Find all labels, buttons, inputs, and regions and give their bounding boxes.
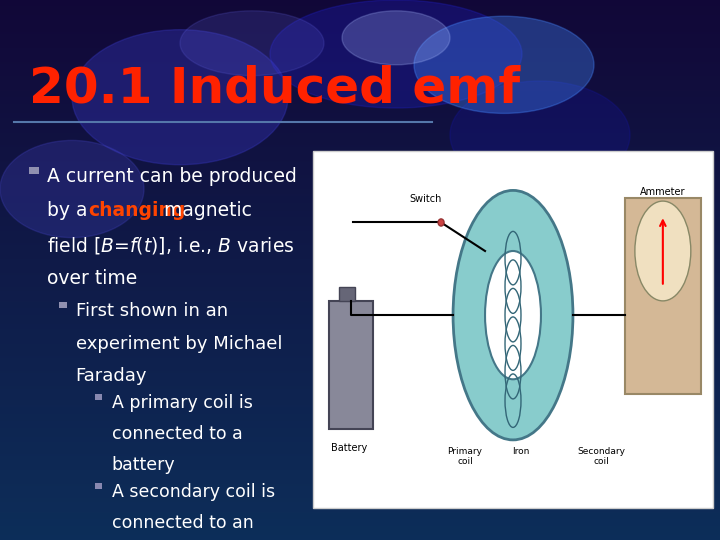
Bar (339, 287, 355, 301)
Ellipse shape (485, 251, 541, 379)
Ellipse shape (270, 0, 522, 108)
Text: connected to an: connected to an (112, 514, 253, 532)
Ellipse shape (180, 11, 324, 76)
Ellipse shape (453, 191, 573, 440)
Text: A secondary coil is: A secondary coil is (112, 483, 275, 501)
Text: First shown in an: First shown in an (76, 302, 228, 320)
Text: over time: over time (47, 269, 137, 288)
Bar (313, 151, 713, 508)
Text: by a: by a (47, 201, 94, 220)
Text: A current can be produced: A current can be produced (47, 167, 297, 186)
Text: connected to a: connected to a (112, 425, 243, 443)
Text: field [$B$=$f$($t$)], i.e., $B$ varies: field [$B$=$f$($t$)], i.e., $B$ varies (47, 235, 294, 256)
Ellipse shape (414, 16, 594, 113)
Text: Ammeter: Ammeter (640, 187, 685, 197)
Text: magnetic: magnetic (158, 201, 251, 220)
Bar (29, 166, 39, 174)
Ellipse shape (72, 30, 288, 165)
Ellipse shape (635, 201, 690, 301)
Bar (95, 483, 102, 489)
Ellipse shape (450, 81, 630, 189)
Text: Iron: Iron (513, 447, 530, 456)
Text: Secondary
coil: Secondary coil (577, 447, 625, 467)
Ellipse shape (438, 219, 444, 226)
Text: Primary
coil: Primary coil (448, 447, 482, 467)
Text: Battery: Battery (331, 443, 367, 454)
Text: experiment by Michael: experiment by Michael (76, 335, 282, 353)
Text: changing: changing (88, 201, 185, 220)
Text: A primary coil is: A primary coil is (112, 394, 253, 412)
Bar (625, 198, 701, 394)
Text: Faraday: Faraday (76, 367, 147, 385)
Ellipse shape (342, 11, 450, 65)
Text: Switch: Switch (409, 194, 441, 204)
Bar (59, 302, 66, 308)
Text: 20.1 Induced emf: 20.1 Induced emf (29, 65, 520, 113)
Bar (329, 301, 373, 429)
Ellipse shape (0, 140, 144, 238)
Bar (95, 394, 102, 400)
Text: battery: battery (112, 456, 175, 474)
